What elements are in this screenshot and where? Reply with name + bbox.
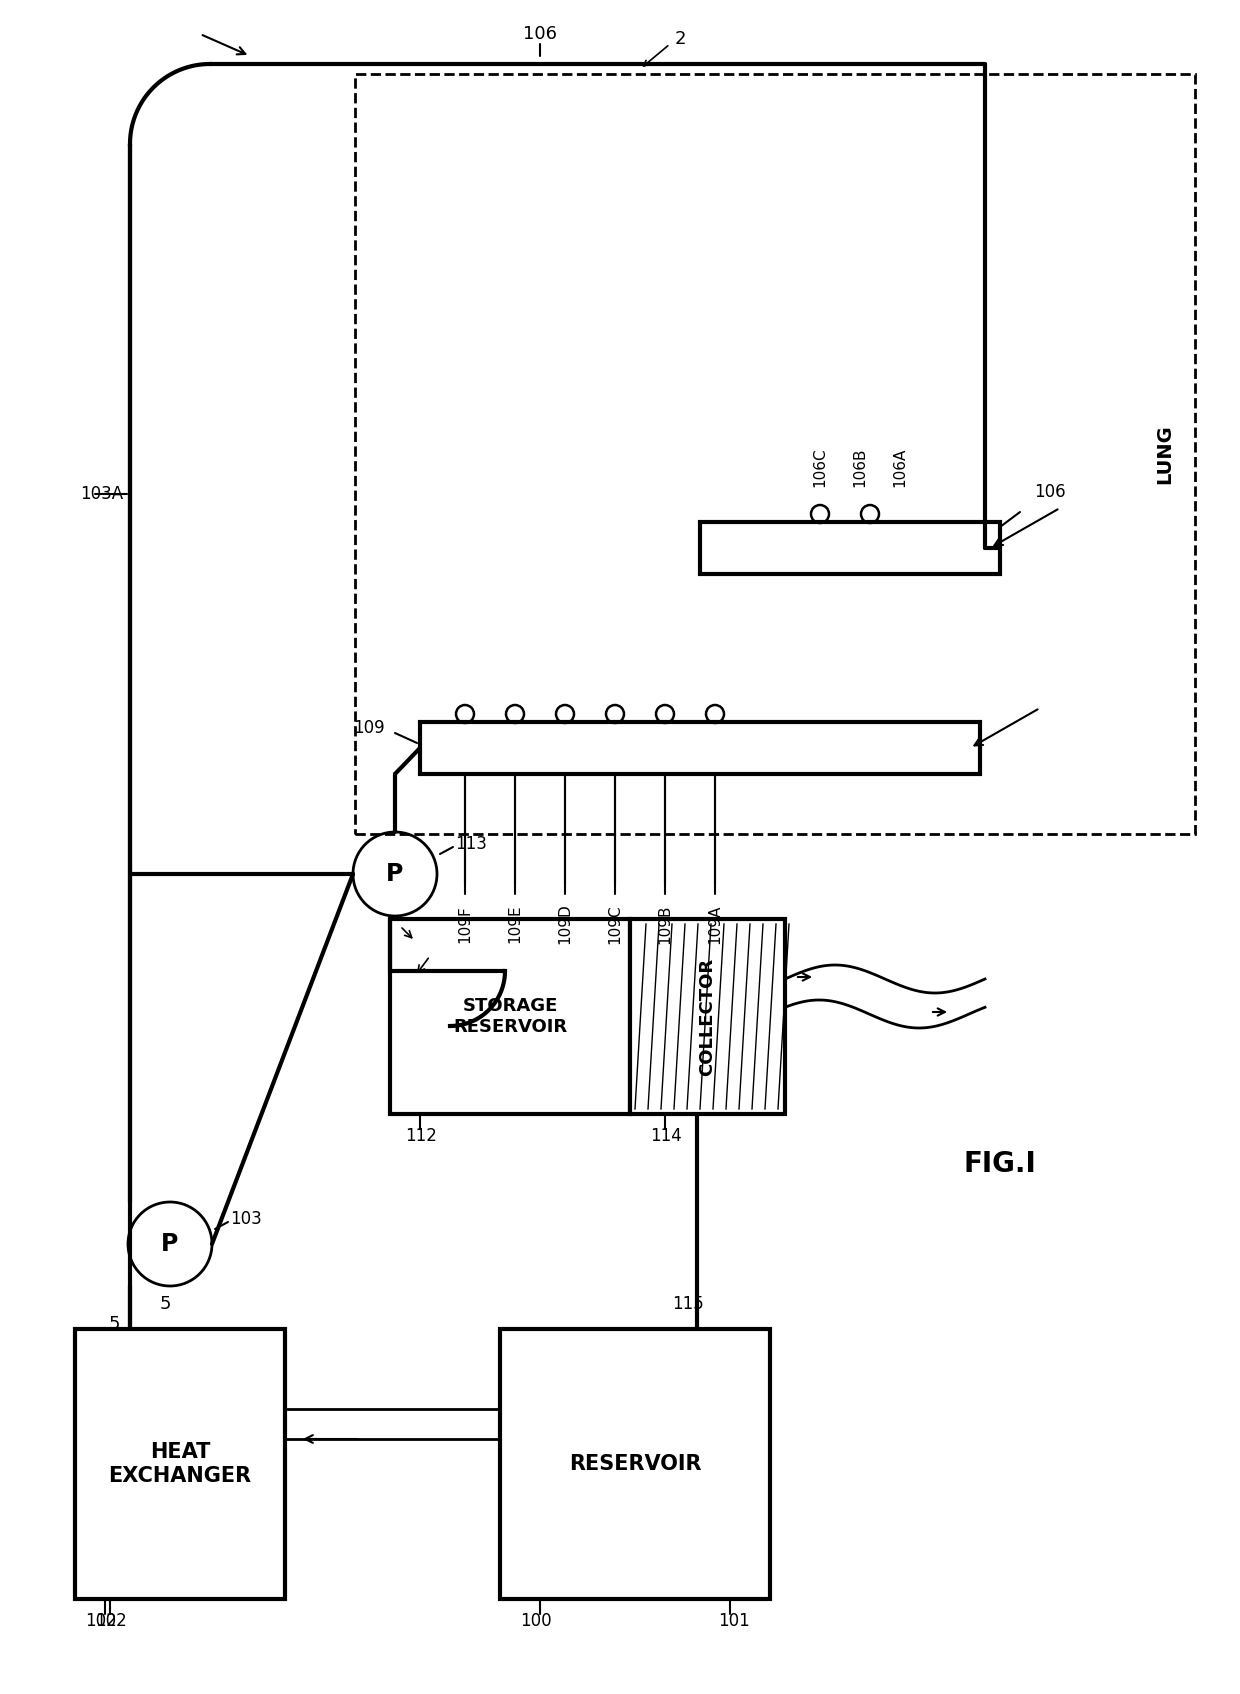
Text: 112: 112 bbox=[405, 1127, 436, 1145]
Text: COLLECTOR: COLLECTOR bbox=[698, 957, 717, 1076]
Text: 115: 115 bbox=[672, 1294, 704, 1313]
Text: RESERVOIR: RESERVOIR bbox=[569, 1453, 702, 1474]
Text: 102: 102 bbox=[95, 1613, 126, 1630]
Bar bbox=[701, 522, 999, 574]
Text: 106B: 106B bbox=[853, 447, 868, 486]
Text: LUNG: LUNG bbox=[1156, 424, 1174, 484]
Text: P: P bbox=[161, 1232, 179, 1255]
Text: 2: 2 bbox=[675, 30, 686, 47]
Text: 5: 5 bbox=[160, 1294, 171, 1313]
Text: 106: 106 bbox=[523, 25, 557, 42]
Text: 101: 101 bbox=[718, 1613, 750, 1630]
Text: 109E: 109E bbox=[507, 905, 522, 944]
Text: HEAT
EXCHANGER: HEAT EXCHANGER bbox=[108, 1442, 252, 1486]
Text: 5: 5 bbox=[109, 1315, 120, 1333]
Text: 109A: 109A bbox=[708, 905, 723, 944]
Text: 103A: 103A bbox=[81, 484, 123, 503]
Text: 106: 106 bbox=[1034, 483, 1066, 501]
Text: STORAGE
RESERVOIR: STORAGE RESERVOIR bbox=[453, 998, 567, 1037]
Text: 106C: 106C bbox=[812, 447, 827, 486]
Text: 102: 102 bbox=[86, 1613, 117, 1630]
Bar bbox=[355, 75, 1195, 833]
Bar bbox=[391, 920, 630, 1115]
Text: 109: 109 bbox=[353, 718, 384, 737]
Text: 113: 113 bbox=[455, 835, 487, 854]
Text: 106A: 106A bbox=[893, 447, 908, 486]
Bar bbox=[74, 1330, 285, 1599]
Text: 100: 100 bbox=[520, 1613, 552, 1630]
Text: 114: 114 bbox=[650, 1127, 682, 1145]
Text: 103: 103 bbox=[229, 1210, 262, 1228]
Text: 109D: 109D bbox=[558, 903, 573, 944]
Bar bbox=[420, 722, 980, 774]
Text: 109F: 109F bbox=[458, 905, 472, 944]
Bar bbox=[500, 1330, 770, 1599]
Text: 109B: 109B bbox=[657, 905, 672, 944]
Text: 109C: 109C bbox=[608, 905, 622, 944]
Text: P: P bbox=[387, 862, 404, 886]
Bar bbox=[630, 920, 785, 1115]
Text: FIG.I: FIG.I bbox=[963, 1150, 1037, 1177]
